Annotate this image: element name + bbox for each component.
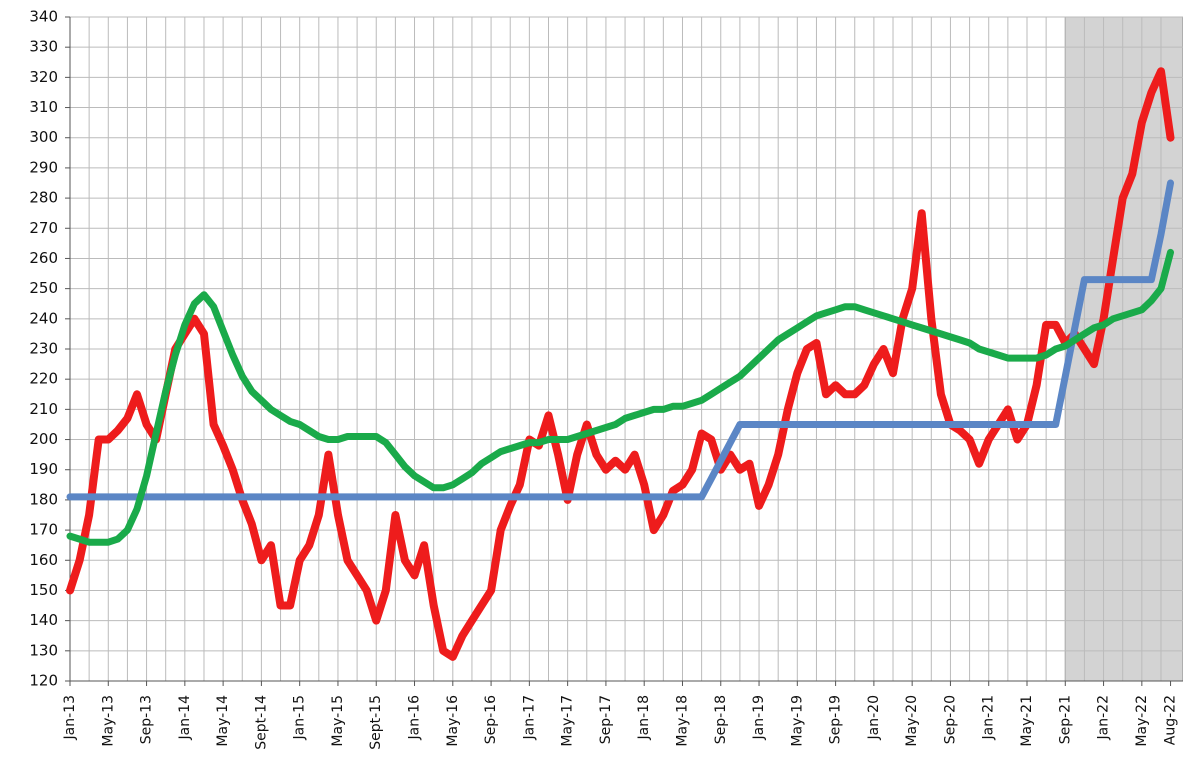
series-line xyxy=(66,67,1175,661)
y-tick-label: 230 xyxy=(29,340,58,358)
x-tick-label: Jan-17 xyxy=(521,695,537,740)
x-tick-label: Sep-13 xyxy=(139,695,155,744)
x-tick-label: May-16 xyxy=(445,695,461,747)
x-tick-label: Sep-21 xyxy=(1057,695,1073,744)
x-tick-label: Sep-20 xyxy=(942,695,958,744)
x-tick-label: May-14 xyxy=(215,695,231,747)
y-tick-label: 310 xyxy=(29,98,58,116)
x-tick-label: Jan-15 xyxy=(292,695,308,740)
x-tick-label: May-20 xyxy=(904,695,920,747)
y-tick-label: 190 xyxy=(29,460,58,478)
y-tick-label: 250 xyxy=(29,279,58,297)
series-line xyxy=(66,248,1174,546)
y-tick-label: 160 xyxy=(29,551,58,569)
series-line xyxy=(66,179,1174,501)
y-tick-label: 130 xyxy=(29,641,58,659)
y-tick-label: 320 xyxy=(29,68,58,86)
x-tick-label: Jan-22 xyxy=(1096,695,1112,740)
x-tick-label: Sept-14 xyxy=(253,695,269,750)
y-tick-label: 330 xyxy=(29,38,58,56)
x-tick-label: Jan-21 xyxy=(981,695,997,740)
y-tick-label: 140 xyxy=(29,611,58,629)
x-tick-label: May-21 xyxy=(1019,695,1035,747)
x-tick-label: Jan-16 xyxy=(407,695,423,741)
x-tick-label: May-22 xyxy=(1134,695,1150,747)
x-tick-label: Jan-13 xyxy=(62,695,78,740)
y-tick-label: 120 xyxy=(29,672,58,690)
y-tick-label: 340 xyxy=(29,8,58,26)
x-tick-label: Sep-16 xyxy=(483,695,499,744)
x-tick-label: Jan-19 xyxy=(751,695,767,740)
x-tick-label: Sept-15 xyxy=(368,695,384,750)
x-tick-label: Jan-20 xyxy=(866,695,882,740)
y-tick-label: 290 xyxy=(29,158,58,176)
y-tick-label: 300 xyxy=(29,128,58,146)
y-tick-label: 270 xyxy=(29,219,58,237)
x-tick-label: May-17 xyxy=(560,695,576,747)
y-tick-label: 220 xyxy=(29,370,58,388)
x-tick-label: Sep-18 xyxy=(713,695,729,744)
x-tick-label: Sep-19 xyxy=(828,695,844,744)
y-tick-label: 150 xyxy=(29,581,58,599)
x-tick-label: May-18 xyxy=(674,695,690,747)
y-tick-label: 170 xyxy=(29,521,58,539)
y-tick-label: 260 xyxy=(29,249,58,267)
x-tick-label: Aug-22 xyxy=(1163,695,1179,745)
x-tick-label: Sep-17 xyxy=(598,695,614,744)
x-tick-label: May-15 xyxy=(330,695,346,747)
x-tick-label: Jan-18 xyxy=(636,695,652,740)
y-tick-label: 180 xyxy=(29,490,58,508)
y-tick-label: 280 xyxy=(29,189,58,207)
x-tick-label: May-13 xyxy=(100,695,116,747)
x-tick-label: May-19 xyxy=(789,695,805,747)
y-tick-label: 210 xyxy=(29,400,58,418)
y-tick-label: 240 xyxy=(29,309,58,327)
x-tick-label: Jan-14 xyxy=(177,695,193,741)
y-tick-label: 200 xyxy=(29,430,58,448)
